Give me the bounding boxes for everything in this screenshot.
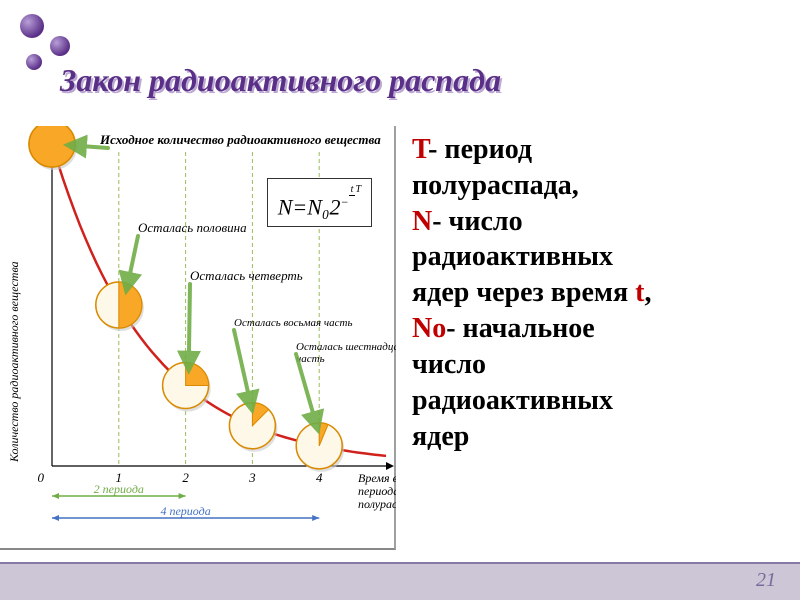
decay-chart: 01234Время впериодахполураспадаКоличеств…	[0, 126, 396, 550]
decay-formula: N=N₀2−tT	[267, 178, 372, 227]
svg-text:Время в: Время в	[358, 471, 396, 485]
svg-text:Количество радиоактивного веще: Количество радиоактивного вещества	[7, 261, 21, 463]
svg-text:2: 2	[182, 470, 189, 485]
svg-text:4: 4	[316, 470, 323, 485]
footer-bar: 21	[0, 562, 800, 600]
svg-text:периодах: периодах	[358, 484, 396, 498]
legend-text: T- периодполураспада,N- числорадиоактивн…	[400, 126, 800, 560]
svg-text:4 периода: 4 периода	[160, 504, 210, 518]
content-row: 01234Время впериодахполураспадаКоличеств…	[0, 126, 800, 560]
svg-text:Исходное количество радиоактив: Исходное количество радиоактивного вещес…	[99, 132, 381, 147]
svg-text:Осталась восьмая часть: Осталась восьмая часть	[234, 317, 352, 329]
svg-text:0: 0	[38, 470, 45, 485]
chart-column: 01234Время впериодахполураспадаКоличеств…	[0, 126, 400, 560]
svg-text:полураспада: полураспада	[358, 497, 396, 511]
svg-text:2 периода: 2 периода	[94, 482, 144, 496]
svg-text:Осталась четверть: Осталась четверть	[190, 268, 303, 283]
svg-text:Осталась шестнадцатая: Осталась шестнадцатая	[296, 341, 396, 353]
svg-text:3: 3	[248, 470, 256, 485]
slide-title: Закон радиоактивного распада Закон радио…	[60, 62, 780, 99]
svg-text:Осталась половина: Осталась половина	[138, 220, 247, 235]
page-number: 21	[756, 569, 776, 592]
